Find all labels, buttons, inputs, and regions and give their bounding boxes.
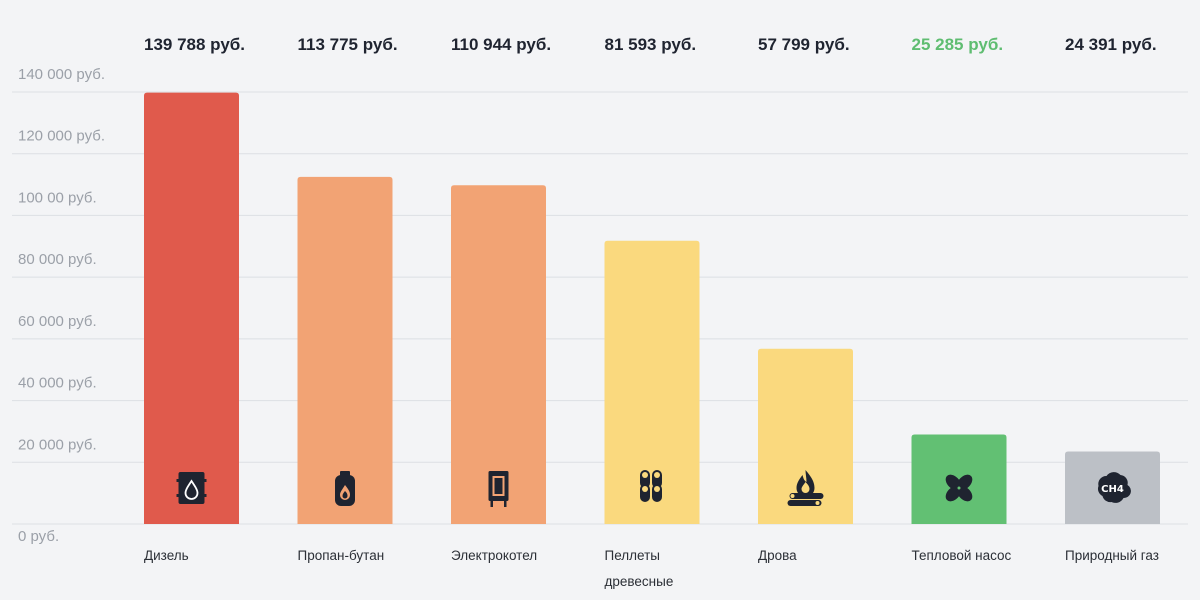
data-label: 57 799 руб. [758, 35, 850, 54]
data-label: 25 285 руб. [912, 35, 1004, 54]
y-tick-label: 0 руб. [18, 528, 59, 545]
x-tick-label: Дизель [144, 548, 189, 563]
bar [911, 434, 1007, 524]
x-tick-label: Электрокотел [451, 548, 537, 563]
wood-pellets-icon [640, 470, 662, 502]
bar [604, 240, 700, 524]
electric-boiler-icon [488, 471, 509, 507]
y-tick-label: 100 00 руб. [18, 189, 97, 206]
fuel-barrel-icon [176, 472, 207, 504]
y-tick-label: 140 000 руб. [18, 66, 105, 83]
y-tick-label: 20 000 руб. [18, 436, 97, 453]
data-label: 24 391 руб. [1065, 35, 1157, 54]
data-label: 113 775 руб. [298, 35, 398, 54]
x-axis-labels: Дизель Пропан-бутан Электрокотел Пеллеты дре… [144, 548, 1159, 589]
natural-gas-icon-text: CH4 [1101, 484, 1124, 495]
x-tick-label: Тепловой насос [912, 548, 1012, 563]
heat-pump-fan-icon [945, 474, 973, 502]
y-axis-ticks: 0 руб. 20 000 руб. 40 000 руб. 60 000 руб. 8… [18, 66, 105, 545]
y-tick-label: 80 000 руб. [18, 251, 97, 268]
bar [297, 176, 393, 524]
bar [758, 348, 853, 524]
data-label: 139 788 руб. [144, 35, 245, 54]
bar [451, 185, 546, 524]
gas-cylinder-icon [335, 471, 355, 506]
bars: CH4 [144, 92, 1160, 524]
x-tick-label: древесные [605, 574, 674, 589]
value-labels: 139 788 руб. 113 775 руб. 110 944 руб. 81 5… [144, 35, 1157, 54]
x-tick-label: Природный газ [1065, 548, 1159, 563]
data-label: 81 593 руб. [605, 35, 697, 54]
data-label: 110 944 руб. [451, 35, 551, 54]
natural-gas-icon: CH4 [1097, 472, 1131, 503]
y-tick-label: 120 000 руб. [18, 128, 105, 145]
y-tick-label: 60 000 руб. [18, 313, 97, 330]
x-tick-label: Пропан-бутан [298, 548, 385, 563]
firewood-icon [787, 470, 824, 506]
y-tick-label: 40 000 руб. [18, 375, 97, 392]
x-tick-label: Пеллеты [605, 548, 660, 563]
x-tick-label: Дрова [758, 548, 797, 563]
bar [144, 92, 239, 524]
